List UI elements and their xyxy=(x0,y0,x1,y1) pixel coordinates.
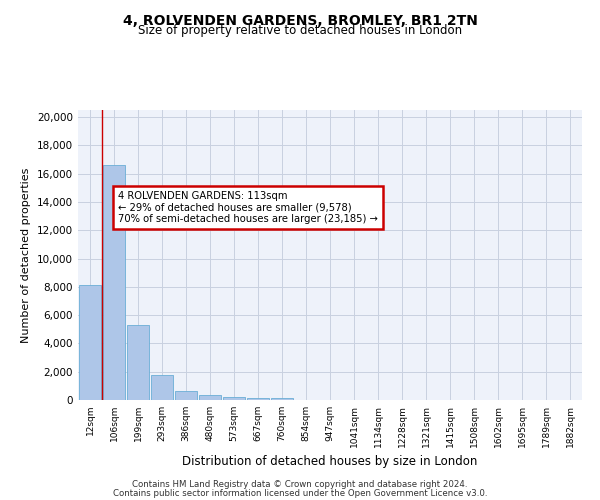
X-axis label: Distribution of detached houses by size in London: Distribution of detached houses by size … xyxy=(182,456,478,468)
Bar xyxy=(199,396,221,400)
Bar xyxy=(127,325,149,400)
Bar xyxy=(79,286,101,400)
Text: Size of property relative to detached houses in London: Size of property relative to detached ho… xyxy=(138,24,462,37)
Text: 4 ROLVENDEN GARDENS: 113sqm
← 29% of detached houses are smaller (9,578)
70% of : 4 ROLVENDEN GARDENS: 113sqm ← 29% of det… xyxy=(118,191,378,224)
Text: Contains public sector information licensed under the Open Government Licence v3: Contains public sector information licen… xyxy=(113,488,487,498)
Bar xyxy=(151,374,173,400)
Y-axis label: Number of detached properties: Number of detached properties xyxy=(22,168,31,342)
Text: Contains HM Land Registry data © Crown copyright and database right 2024.: Contains HM Land Registry data © Crown c… xyxy=(132,480,468,489)
Bar xyxy=(247,398,269,400)
Bar xyxy=(175,391,197,400)
Bar xyxy=(271,398,293,400)
Bar xyxy=(103,165,125,400)
Text: 4, ROLVENDEN GARDENS, BROMLEY, BR1 2TN: 4, ROLVENDEN GARDENS, BROMLEY, BR1 2TN xyxy=(122,14,478,28)
Bar xyxy=(223,398,245,400)
